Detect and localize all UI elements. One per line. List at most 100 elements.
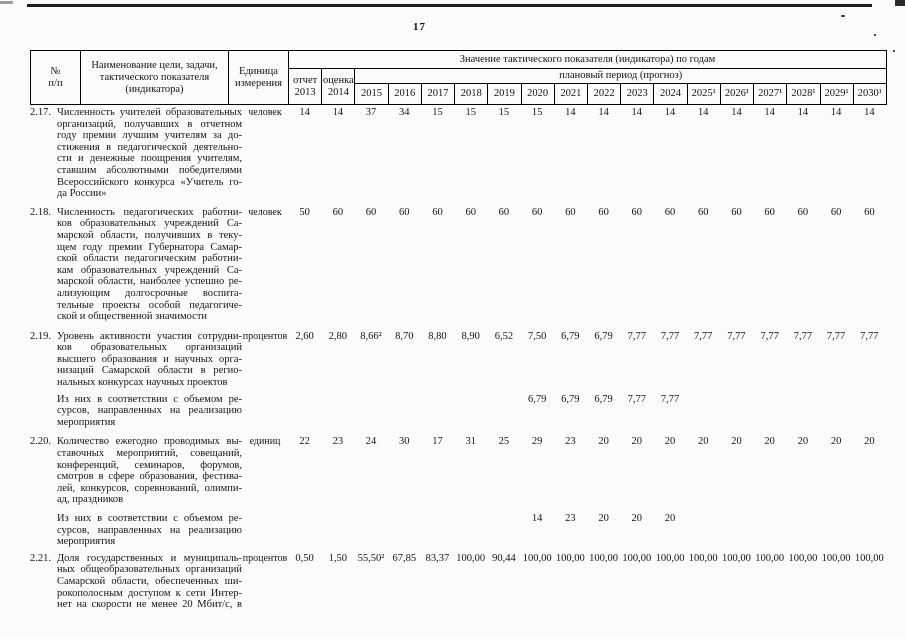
value-cell: 14 bbox=[764, 107, 775, 118]
value-cell: 15 bbox=[498, 107, 510, 118]
row-name-line: лей, конкурсов, соревнований, олимпи- bbox=[57, 482, 242, 494]
row-name-line: ализующим долгосрочные воспита- bbox=[57, 287, 242, 299]
row-name-line: Из них в соответствии с объемом ре- bbox=[57, 513, 242, 524]
value-cell: 7,50 bbox=[527, 330, 547, 342]
value-cell bbox=[454, 506, 487, 548]
value-cell: 60 bbox=[731, 206, 742, 218]
value-cell bbox=[720, 389, 753, 429]
row-unit: процентов bbox=[242, 552, 288, 564]
col-header-year: 2023 bbox=[620, 83, 655, 105]
value-cell: 100,00 bbox=[456, 552, 486, 564]
value-cell bbox=[354, 506, 387, 548]
value-cell: 100,00 bbox=[854, 552, 884, 564]
col-header-values-title: Значение тактического показателя (индика… bbox=[287, 50, 888, 69]
value-cell: 6,52 bbox=[494, 330, 514, 342]
value-cell: 20 bbox=[864, 436, 875, 448]
row-name-line: сурсов, направленных на реализацию bbox=[57, 524, 242, 536]
value-cell: 7,77 bbox=[860, 330, 879, 342]
value-cell: 8,70 bbox=[395, 330, 414, 342]
row-name-line: низаций Самарской области в регио- bbox=[57, 365, 242, 377]
value-cell: 15 bbox=[531, 107, 543, 118]
scan-speck bbox=[893, 50, 895, 52]
value-cell: 67,85 bbox=[392, 552, 417, 564]
value-cell bbox=[753, 389, 786, 429]
value-cell bbox=[853, 389, 886, 429]
value-cell: 2,80 bbox=[328, 330, 348, 342]
row-name-line: Доля государственных и муниципаль- bbox=[57, 552, 242, 564]
row-name: Доля государственных и муниципаль-ных об… bbox=[57, 548, 242, 611]
row-name-line: смотров в сфере образования, фестива- bbox=[57, 471, 242, 483]
value-cell bbox=[786, 389, 819, 429]
row-name-line: тельные проекты особой педагогиче- bbox=[57, 299, 242, 311]
indicator-table-body: 2.17. Численность учителей образовательны… bbox=[30, 107, 886, 611]
row-unit: человек bbox=[248, 206, 282, 218]
value-cell: 14 bbox=[299, 107, 310, 118]
value-cell: 20 bbox=[664, 513, 676, 524]
value-cell: 100,00 bbox=[522, 552, 552, 564]
value-cell: 7,77 bbox=[627, 330, 646, 342]
col-header-estimate-2014: оценка 2014 bbox=[321, 68, 356, 105]
col-header-num: № п/п bbox=[30, 50, 81, 105]
row-name-line: нальных конкурсах научных проектов bbox=[57, 377, 228, 389]
value-cell bbox=[820, 506, 853, 548]
value-cell: 60 bbox=[332, 206, 344, 218]
value-cell: 60 bbox=[565, 206, 576, 218]
value-cell bbox=[388, 389, 421, 429]
table-row: 2.17. Численность учителей образовательны… bbox=[30, 107, 886, 200]
value-cell: 100,00 bbox=[755, 552, 785, 564]
row-name-line: Численность учителей образовательных bbox=[57, 107, 242, 118]
value-cell bbox=[421, 506, 454, 548]
value-cell: 8,66² bbox=[360, 330, 382, 342]
col-header-name: Наименование цели, задачи, тактического … bbox=[80, 50, 229, 105]
col-header-year: 2020 bbox=[520, 83, 555, 105]
value-cell: 100,00 bbox=[821, 552, 851, 564]
row-number: 2.19. bbox=[30, 330, 51, 342]
value-cell: 60 bbox=[498, 206, 510, 218]
value-cell bbox=[720, 506, 753, 548]
row-name-line: нет на скорости не менее 20 Мбит/с, в bbox=[57, 599, 242, 611]
row-name: Количество ежегодно проводимых вы-ставоч… bbox=[57, 428, 242, 506]
value-cell: 60 bbox=[432, 206, 443, 218]
indicator-table-header: № п/п Наименование цели, задачи, тактиче… bbox=[30, 50, 888, 105]
value-cell: 20 bbox=[830, 436, 842, 448]
scan-corner-mark bbox=[895, 0, 905, 6]
row-name-line: году премии лучшим учителям за до- bbox=[57, 130, 242, 142]
value-cell: 7,77 bbox=[727, 330, 746, 342]
top-rule-line bbox=[27, 4, 872, 7]
col-header-report-2013: отчет 2013 bbox=[287, 68, 323, 105]
value-cell bbox=[820, 389, 853, 429]
row-number bbox=[30, 506, 57, 548]
value-cell bbox=[321, 506, 354, 548]
col-header-year: 2027¹ bbox=[753, 83, 788, 105]
value-cell: 15 bbox=[465, 107, 476, 118]
row-name-line: Из них в соответствии с объемом ре- bbox=[57, 393, 242, 405]
value-cell: 15 bbox=[432, 107, 443, 118]
value-cell: 14 bbox=[531, 513, 543, 524]
value-cell: 1,50 bbox=[328, 552, 348, 564]
table-row: Из них в соответствии с объемом ре-сурсо… bbox=[30, 389, 886, 429]
col-header-year: 2029¹ bbox=[819, 83, 854, 105]
value-cell bbox=[687, 506, 720, 548]
value-cell: 60 bbox=[697, 206, 709, 218]
value-cell: 14 bbox=[697, 107, 709, 118]
col-header-year: 2015 bbox=[354, 83, 389, 105]
value-cell: 90,44 bbox=[492, 552, 516, 564]
value-cell: 20 bbox=[731, 436, 742, 448]
value-cell bbox=[354, 389, 387, 429]
value-cell: 31 bbox=[465, 436, 476, 448]
row-name: Уровень активности участия сотрудни-ков … bbox=[57, 323, 242, 389]
scan-speck bbox=[874, 34, 876, 36]
value-cell: 14 bbox=[664, 107, 676, 118]
table-body: 2.17. Численность учителей образовательны… bbox=[30, 107, 886, 611]
row-name-line: мероприятия bbox=[57, 416, 116, 428]
col-header-year: 2030¹ bbox=[852, 83, 888, 105]
value-cell: 100,00 bbox=[655, 552, 685, 564]
value-cell bbox=[753, 506, 786, 548]
value-cell: 50 bbox=[299, 206, 310, 218]
value-cell: 6,79 bbox=[594, 330, 613, 342]
value-cell: 24 bbox=[365, 436, 377, 448]
value-cell: 2,60 bbox=[295, 330, 314, 342]
value-cell: 37 bbox=[365, 107, 377, 118]
col-header-year: 2022 bbox=[586, 83, 622, 105]
row-name: Численность учителей образовательных орга… bbox=[57, 107, 242, 200]
